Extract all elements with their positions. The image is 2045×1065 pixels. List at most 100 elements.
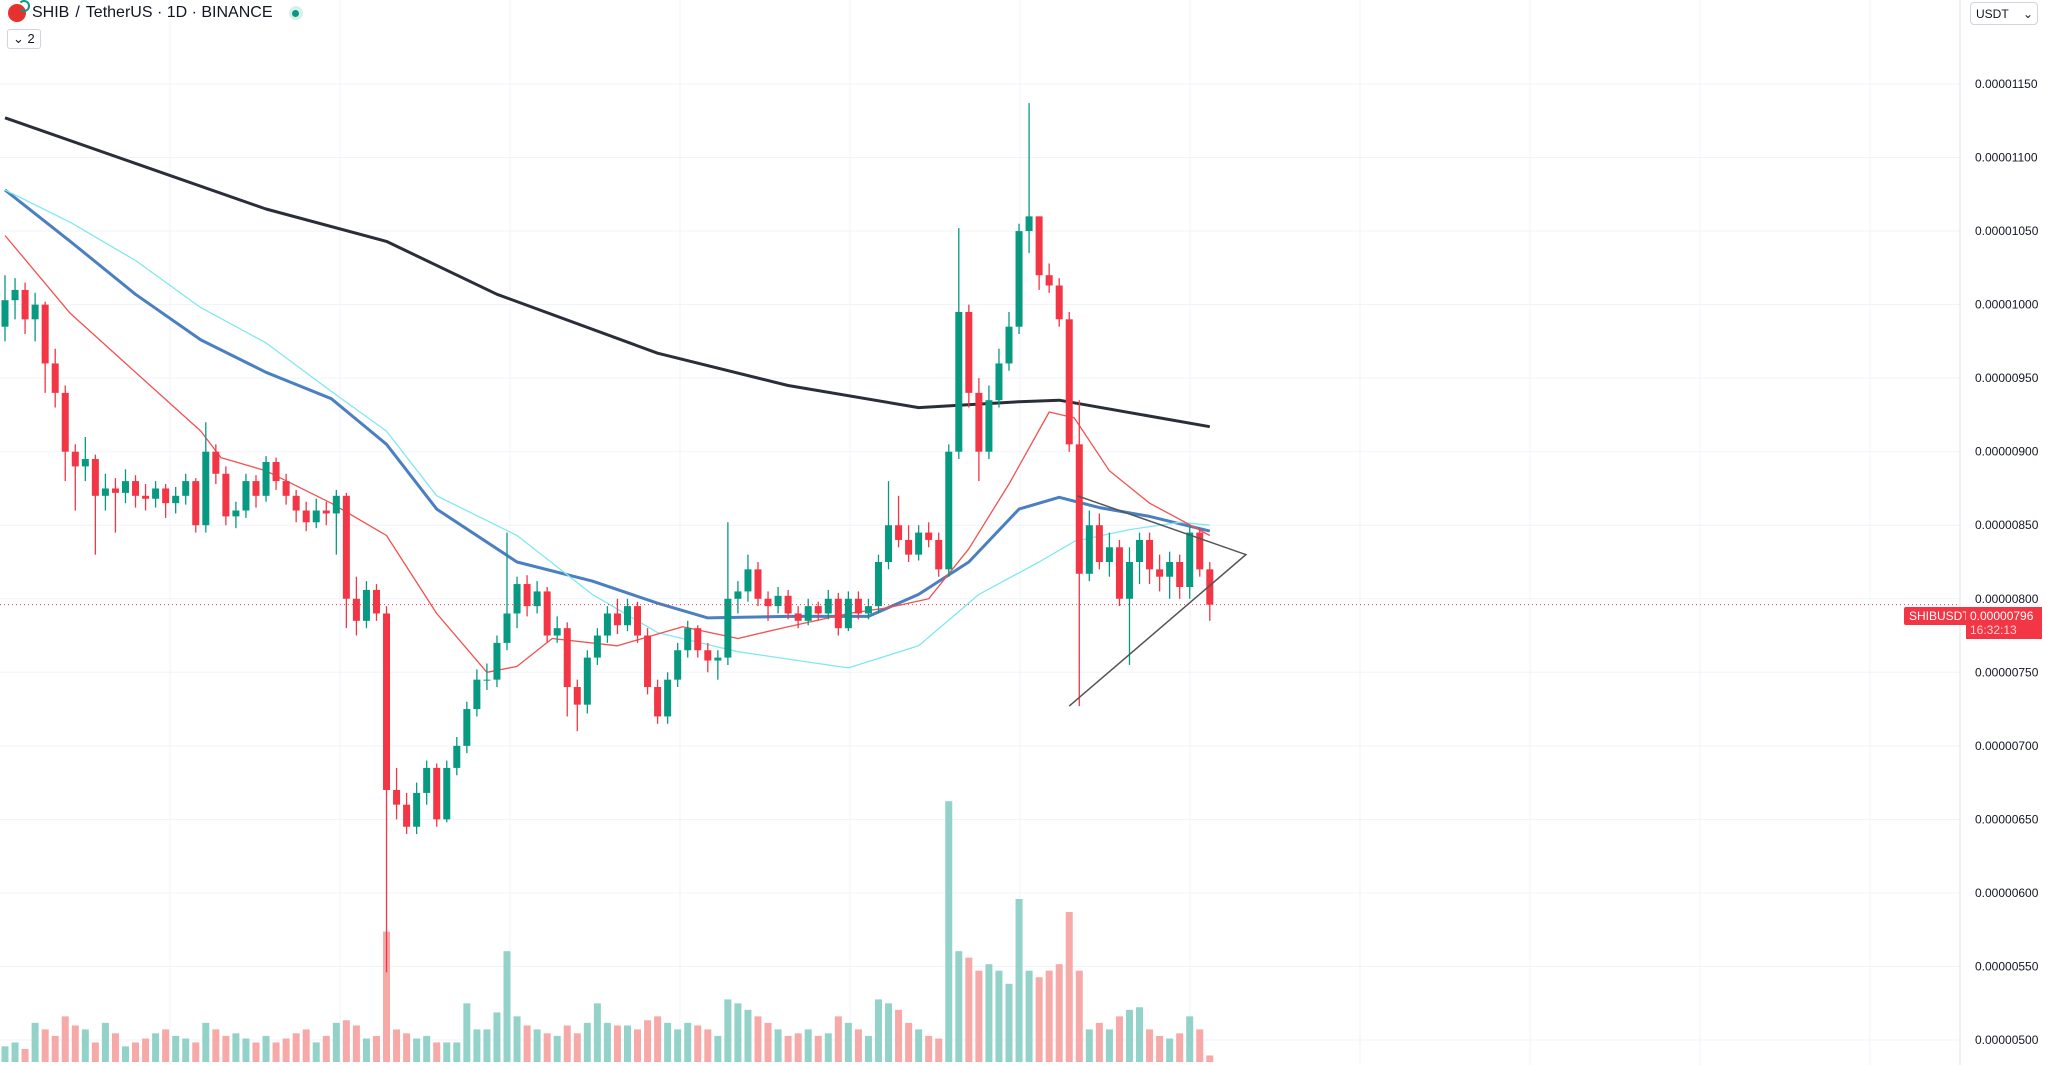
volume-bar	[222, 1035, 230, 1062]
candle-body	[473, 679, 481, 710]
volume-bar	[1115, 1016, 1123, 1062]
candle-body	[704, 650, 712, 661]
candle-body	[362, 589, 370, 621]
candle-body	[71, 451, 79, 467]
volume-bar	[1055, 964, 1063, 1062]
volume-bar	[925, 1035, 933, 1062]
volume-bar	[1085, 1029, 1093, 1062]
volume-bar	[915, 1029, 923, 1062]
volume-bar	[463, 1003, 471, 1062]
shib-logo-icon	[8, 0, 30, 22]
volume-bar	[332, 1022, 340, 1062]
volume-bar	[132, 1042, 140, 1062]
candle-body	[864, 606, 872, 614]
candle-body	[1, 300, 9, 327]
currency-selector[interactable]: USDT ⌄	[1970, 2, 2038, 25]
indicators-collapse-button[interactable]: ⌄ 2	[7, 29, 41, 49]
volume-bar	[794, 1033, 802, 1062]
candle-body	[764, 598, 772, 607]
candle-body	[603, 613, 611, 636]
volume-bar	[613, 1025, 621, 1062]
volume-bar	[774, 1029, 782, 1062]
candle-body	[463, 709, 471, 746]
symbol[interactable]: SHIB	[32, 4, 70, 21]
candle-body	[513, 584, 521, 614]
volume-bar	[684, 1022, 692, 1062]
candle-body	[694, 628, 702, 651]
indicator-count: 2	[27, 31, 35, 46]
price-axis-label: 0.00000650	[1975, 812, 2039, 826]
volume-bar	[734, 1003, 742, 1062]
volume-bar	[21, 1048, 29, 1062]
volume-bar	[704, 1029, 712, 1062]
volume-bar	[874, 999, 882, 1062]
volume-bar	[61, 1016, 69, 1062]
volume-bar	[31, 1022, 39, 1062]
volume-bar	[1156, 1035, 1164, 1062]
candle-body	[744, 569, 752, 592]
candle-body	[91, 459, 99, 496]
candle-body	[955, 311, 963, 452]
candle-body	[644, 635, 652, 688]
volume-bar	[142, 1038, 150, 1062]
candle-body	[312, 510, 320, 523]
volume-bar	[503, 951, 511, 1062]
candle-body	[593, 635, 601, 658]
candle-body	[162, 488, 170, 504]
volume-bar	[272, 1042, 280, 1062]
volume-bar	[172, 1035, 180, 1062]
volume-bar	[965, 957, 973, 1062]
candle-body	[714, 657, 722, 661]
volume-bar	[443, 1042, 451, 1062]
chevron-down-icon: ⌄	[2022, 6, 2033, 21]
volume-bar	[1186, 1016, 1194, 1062]
volume-bar	[634, 1029, 642, 1062]
candle-body	[1055, 285, 1063, 320]
volume-bar	[523, 1025, 531, 1062]
price-axis-label: 0.00000850	[1975, 518, 2039, 532]
candle-body	[81, 459, 89, 467]
volume-bar	[724, 999, 732, 1062]
candle-body	[885, 525, 893, 562]
volume-bar	[1045, 970, 1053, 1062]
triangle-drawing	[1068, 495, 1248, 707]
moving-average-line-ma-blue	[4, 188, 1211, 620]
price-axis-label: 0.00000900	[1975, 445, 2039, 459]
candle-body	[202, 451, 210, 526]
candle-body	[352, 598, 360, 621]
candle-body	[383, 613, 391, 790]
volume-bar	[312, 1042, 320, 1062]
volume-bar	[1025, 970, 1033, 1062]
candle-body	[51, 363, 59, 393]
volume-bar	[111, 1033, 119, 1062]
volume-bar	[1146, 1029, 1154, 1062]
market-open-icon	[288, 6, 303, 20]
volume-bar	[513, 1016, 521, 1062]
symbol-price-tag: SHIBUSDT	[1904, 607, 1975, 625]
price-axis-label: 0.00001000	[1975, 298, 2039, 312]
volume-bar	[383, 931, 391, 1062]
candle-body	[1206, 569, 1214, 605]
candle-body	[844, 598, 852, 629]
volume-bar	[694, 1025, 702, 1062]
candle-body	[41, 304, 49, 364]
price-axis[interactable]: 0.00001150 0.00001100 0.00001050 0.00001000…	[1959, 0, 2045, 1065]
candle-body	[945, 451, 953, 570]
volume-bar	[844, 1022, 852, 1062]
candle-body	[182, 481, 190, 496]
bar-countdown: 16:32:13	[1970, 623, 2017, 637]
volume-bar	[51, 1035, 59, 1062]
volume-bar	[744, 1009, 752, 1062]
candle-body	[413, 792, 421, 827]
volume-bar	[292, 1033, 300, 1062]
volume-bar	[764, 1022, 772, 1062]
candle-body	[332, 495, 340, 514]
candle-body	[1146, 539, 1154, 570]
volume-bar	[372, 1035, 380, 1062]
volume-bar	[493, 1012, 501, 1062]
volume-bar	[834, 1016, 842, 1062]
candle-body	[1186, 532, 1194, 588]
volume-bar	[81, 1029, 89, 1062]
candle-body	[664, 679, 672, 717]
